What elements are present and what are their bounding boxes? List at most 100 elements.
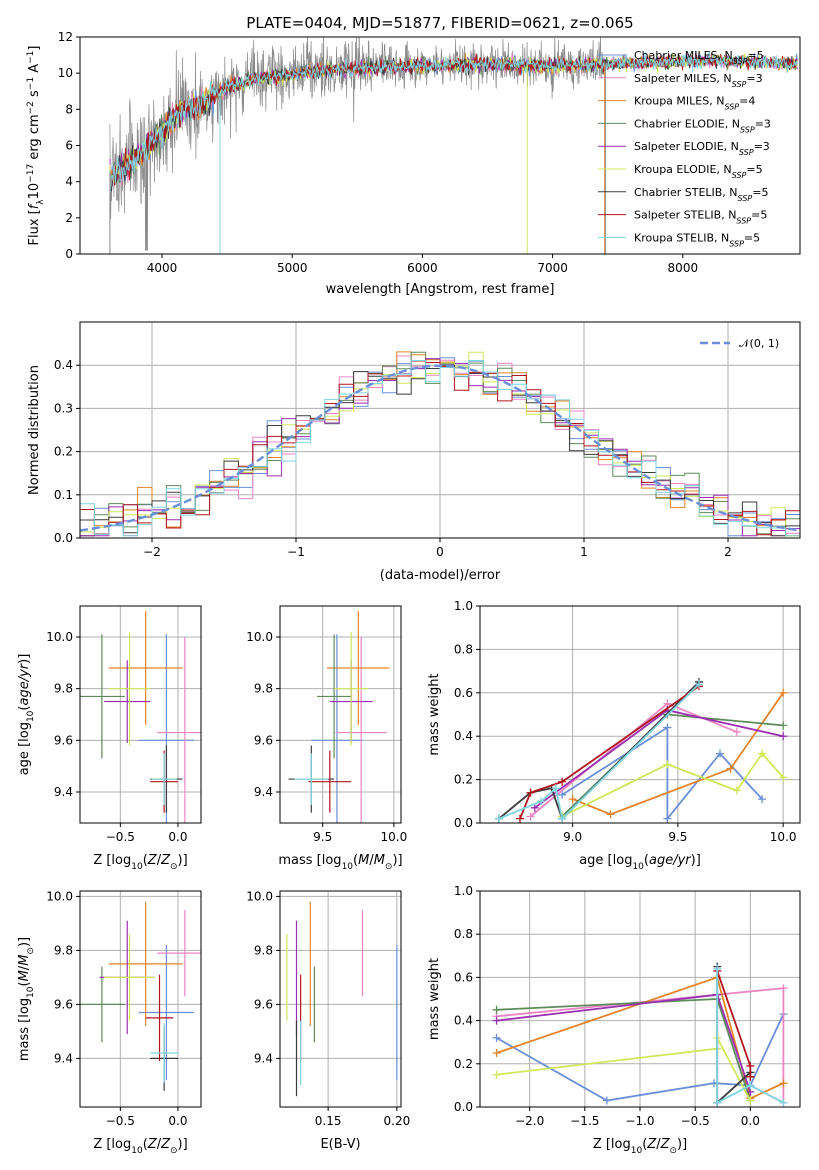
error-bars	[288, 611, 390, 823]
y-tick-label: 10.0	[46, 630, 73, 644]
marker-kroupa_stelib	[694, 680, 703, 689]
mass-weight-panel: 9.0 9.5 10.0 0.0 0.2 0.4 0.6 0.8 1.0 age [log10(a…	[427, 599, 801, 872]
label-part: (	[644, 853, 649, 868]
label-part: (	[143, 853, 148, 868]
marker-kroupa_miles	[568, 795, 577, 804]
label-part: λ	[36, 199, 46, 205]
marker-chabrier_miles	[758, 795, 767, 804]
label-part: s	[27, 90, 42, 101]
marker-chabrier_miles	[663, 814, 672, 823]
x-tick-label: 9.0	[563, 830, 582, 844]
axes-frame	[279, 890, 402, 1108]
legend-label: Salpeter MILES, NSSP=3	[634, 72, 763, 89]
y-tick-label: 0.4	[454, 1014, 473, 1028]
label-part: Z	[147, 853, 158, 868]
x-tick-label: 5000	[277, 261, 308, 275]
y-tick-label: 9.6	[254, 733, 273, 747]
error-bars	[80, 611, 201, 823]
label-part: Z [log	[593, 1137, 631, 1152]
y-tick-label: 0.8	[454, 927, 473, 941]
legend-text: Chabrier STELIB, N	[634, 186, 738, 199]
marker-kroupa_stelib	[713, 964, 722, 973]
x-axis-label: age [log10(age/yr)]	[579, 853, 701, 872]
y-tick-label: 10.0	[246, 630, 273, 644]
y-tick-label: 9.4	[54, 1051, 73, 1065]
marker-salpeter_stelib	[516, 814, 524, 823]
marker-kroupa_miles	[606, 810, 615, 819]
label-part: )]	[17, 654, 32, 664]
marker-salpeter_stelib	[526, 788, 535, 797]
legend-sub: SSP	[739, 148, 754, 157]
x-tick-label: 2	[724, 545, 732, 559]
model-spectrum-kroupa_stelib	[109, 51, 798, 198]
series-line-kroupa_elodie	[496, 1037, 752, 1101]
label-part: A	[27, 64, 42, 77]
legend-text: Kroupa ELODIE, N	[634, 163, 732, 176]
legend-sub: SSP	[733, 57, 748, 66]
y-axis-label: Normed distribution	[27, 365, 42, 495]
label-part: −2	[26, 101, 36, 114]
label-part: 10	[26, 986, 36, 998]
label-part: /	[656, 1137, 661, 1152]
error-bars	[80, 901, 201, 1091]
x-axis-label: (data-model)/error	[380, 568, 501, 583]
legend-sub: SSP	[724, 102, 739, 111]
label-part: Z	[160, 853, 171, 868]
y-axis-label: Flux [fλ10−17 erg cm−2 s−1 A−1]	[26, 46, 46, 246]
y-tick-label: 1.0	[454, 884, 473, 898]
y-tick-label: 0.6	[454, 970, 473, 984]
x-tick-label: −2.0	[515, 1114, 544, 1128]
legend-label: Chabrier MILES, NSSP=5	[634, 49, 764, 66]
label-part: (	[143, 1137, 148, 1152]
marker-kroupa_miles	[779, 688, 788, 697]
label-part: )]	[17, 937, 32, 947]
label-part: 10	[631, 1146, 643, 1156]
label-part: ⊙	[385, 862, 393, 872]
marker-salpeter_stelib	[558, 777, 567, 786]
y-tick-label: 0.4	[54, 358, 73, 372]
marker-kroupa_miles	[726, 764, 735, 773]
legend-sub: SSP	[738, 193, 753, 202]
series-line-kroupa_miles	[496, 976, 784, 1100]
marker-kroupa_stelib	[537, 797, 546, 806]
series-line-kroupa_stelib	[716, 968, 784, 1105]
label-part: 10	[632, 862, 644, 872]
legend-text: Salpeter MILES, N	[634, 72, 732, 85]
legend-text: =3	[755, 117, 771, 130]
series-line-salpeter_elodie	[534, 709, 784, 809]
legend-sub: SSP	[729, 239, 744, 248]
legend-text: =5	[752, 186, 768, 199]
x-tick-label: −0.5	[106, 1114, 135, 1128]
x-axis-label: wavelength [Angstrom, rest frame]	[326, 282, 555, 297]
label-part: age [log	[17, 722, 32, 775]
normal-curve	[80, 364, 800, 532]
label-part: −17	[26, 164, 36, 183]
histogram-kroupa_stelib	[80, 360, 800, 537]
marker-kroupa_miles	[492, 1049, 501, 1057]
label-part: )]	[691, 853, 701, 868]
marker-chabrier_miles	[602, 1096, 611, 1105]
label-part: f	[27, 202, 42, 209]
label-part: erg cm	[27, 114, 42, 163]
y-tick-label: 0.6	[454, 686, 473, 700]
y-tick-label: 2	[65, 211, 73, 225]
marker-kroupa_elodie	[779, 773, 788, 782]
y-tick-label: 9.8	[54, 682, 73, 696]
legend-text: Kroupa STELIB, N	[634, 231, 729, 244]
marker-salpeter_elodie	[779, 732, 788, 741]
label-part: )]	[392, 853, 402, 868]
y-tick-label: 9.6	[54, 733, 73, 747]
x-tick-label: 7000	[537, 261, 568, 275]
label-part: −1	[26, 51, 36, 64]
legend-label: Kroupa MILES, NSSP=4	[634, 95, 755, 112]
marker-kroupa_elodie	[732, 786, 741, 795]
y-axis-label: mass weight	[427, 958, 442, 1040]
legend-text: =5	[746, 163, 762, 176]
y-tick-label: 0.0	[454, 1100, 473, 1114]
marker-salpeter_miles	[732, 727, 741, 736]
marker-kroupa_stelib	[494, 814, 503, 823]
label-part: Flux [	[27, 209, 42, 245]
y-tick-label: 9.6	[54, 997, 73, 1011]
marker-salpeter_elodie	[530, 803, 539, 812]
x-axis-label: Z [log10(Z/Z⊙)]	[93, 853, 187, 872]
